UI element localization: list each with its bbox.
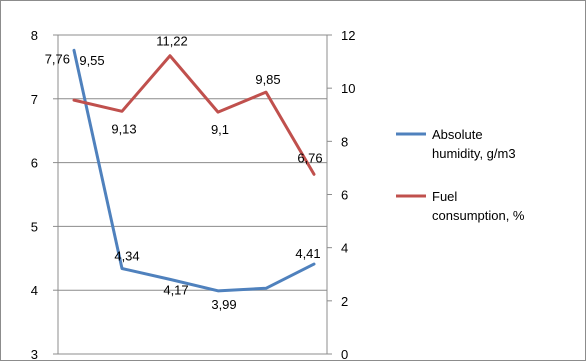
series-line-1 xyxy=(72,54,316,176)
data-label: 9,13 xyxy=(111,121,136,136)
right-tick-label: 6 xyxy=(341,188,348,203)
series-line-0 xyxy=(72,48,316,293)
data-label: 9,85 xyxy=(255,72,280,87)
left-tick-label: 8 xyxy=(31,28,38,43)
legend-label: Absolute xyxy=(432,127,483,142)
right-tick-label: 0 xyxy=(341,347,348,361)
left-tick-label: 3 xyxy=(31,347,38,361)
data-label: 3,99 xyxy=(211,297,236,312)
right-tick-label: 12 xyxy=(341,28,355,43)
legend-label: Fuel xyxy=(432,189,457,204)
legend-label-continued: consumption, % xyxy=(432,208,525,223)
left-tick-label: 5 xyxy=(31,219,38,234)
data-label: 4,34 xyxy=(114,249,139,264)
axes: 3 4 5 6 7 8 0 2 4 6 8 10 12 xyxy=(31,28,356,361)
right-tick-label: 2 xyxy=(341,294,348,309)
left-tick-label: 6 xyxy=(31,156,38,171)
data-label: 4,41 xyxy=(295,246,320,261)
data-label: 7,76 xyxy=(45,51,70,66)
right-tick-label: 4 xyxy=(341,241,348,256)
data-label: 4,17 xyxy=(163,282,188,297)
left-tick-label: 7 xyxy=(31,92,38,107)
data-label: 11,22 xyxy=(156,34,188,49)
data-label: 9,1 xyxy=(211,122,229,137)
data-label: 9,55 xyxy=(79,53,104,68)
legend: Absolute humidity, g/m3 Fuel consumption, % xyxy=(396,127,525,223)
legend-label-continued: humidity, g/m3 xyxy=(432,146,516,161)
right-tick-label: 10 xyxy=(341,81,355,96)
left-tick-label: 4 xyxy=(31,283,38,298)
data-label: 6,76 xyxy=(297,150,322,165)
gridlines xyxy=(58,34,327,355)
series-lines xyxy=(72,48,316,293)
right-tick-label: 8 xyxy=(341,134,348,149)
data-labels: 7,76 4,34 4,17 3,99 4,41 9,55 9,13 11,22 9,1 9,85… xyxy=(45,34,323,312)
